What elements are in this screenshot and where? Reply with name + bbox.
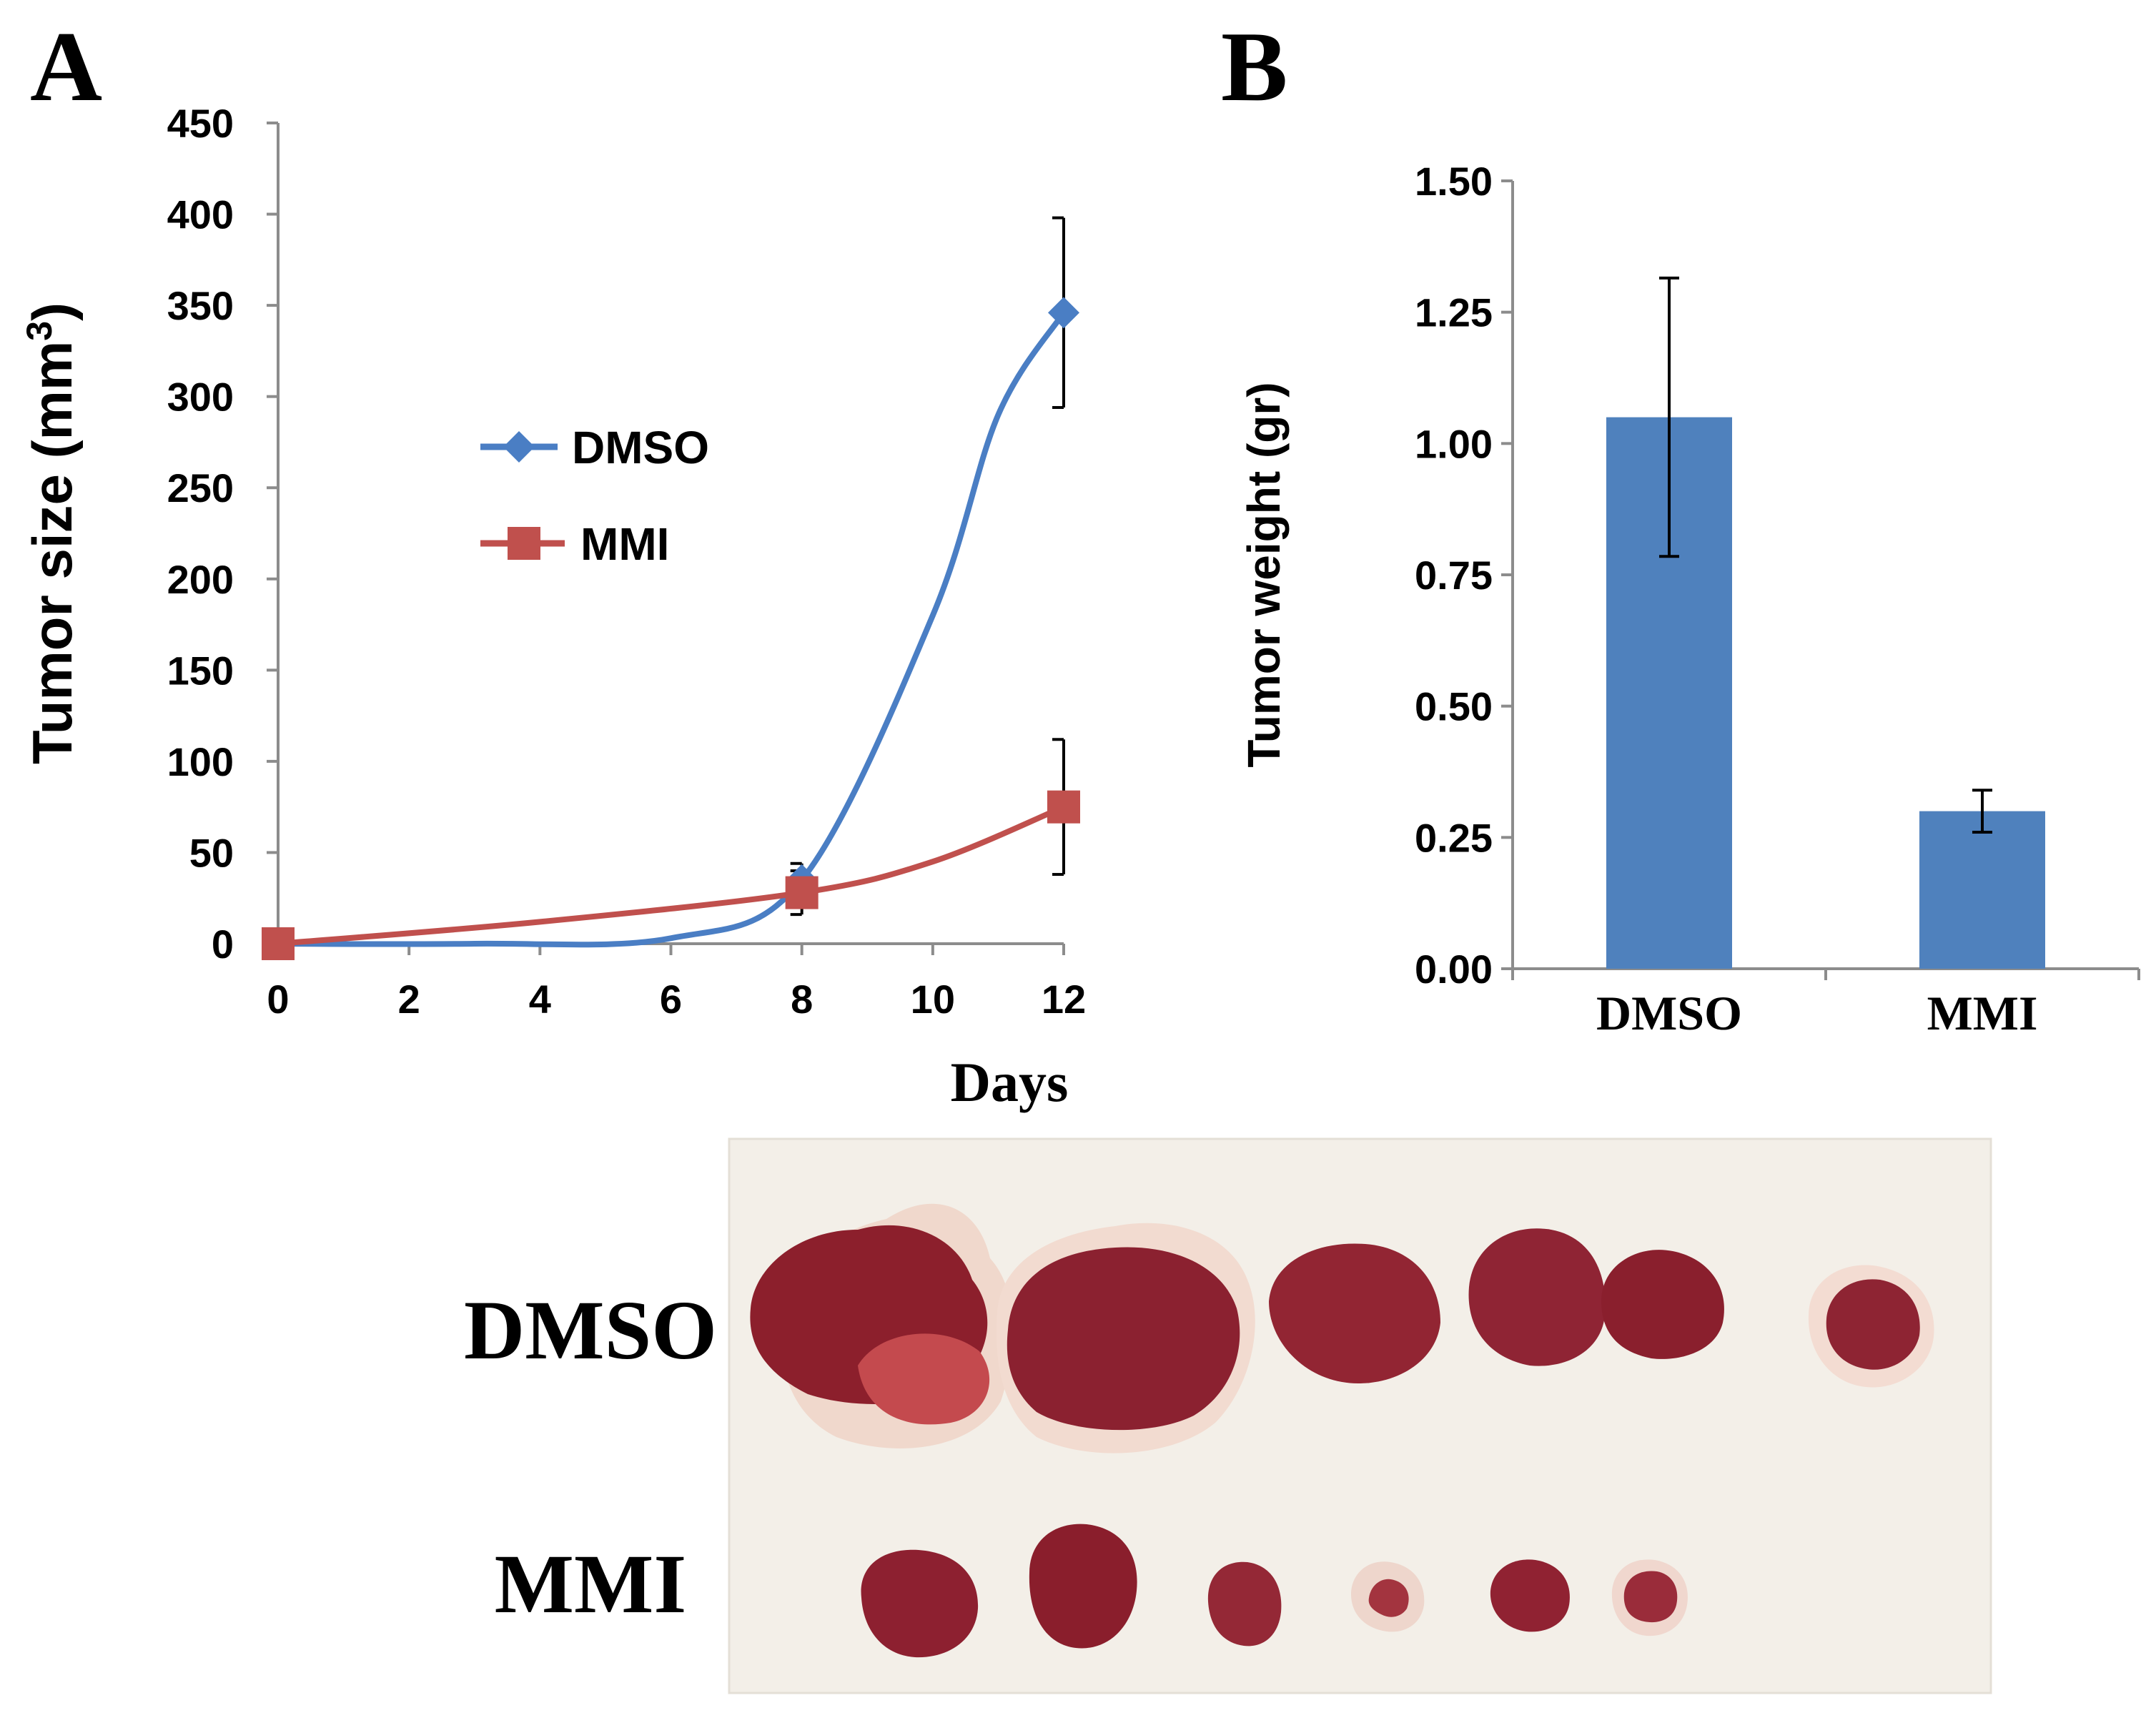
mmi-tumor-4 — [1368, 1579, 1409, 1617]
series-line-dmso — [277, 311, 1067, 948]
bar-mmi — [1919, 811, 2045, 969]
legend-mmi-label: MMI — [580, 518, 669, 570]
x-tick-label: 6 — [660, 977, 682, 1022]
y-tick-label: 0.00 — [1415, 947, 1493, 992]
dmso-tumor-5 — [1601, 1250, 1724, 1359]
x-tick-label: 10 — [911, 977, 955, 1022]
mmi-tumor-6 — [1623, 1571, 1678, 1623]
y-tick-label: 200 — [167, 557, 234, 602]
x-tick-label: DMSO — [1596, 986, 1742, 1040]
dmso-tumor-4 — [1468, 1228, 1606, 1366]
mmi-tumor-row — [861, 1524, 1688, 1658]
point-mmi — [785, 876, 819, 909]
photo-mmi-label: MMI — [495, 1537, 687, 1631]
y-tick-label: 0.75 — [1415, 553, 1493, 598]
mmi-tumor-1 — [861, 1549, 979, 1658]
y-tick-label: 300 — [167, 375, 234, 420]
panel-a-x-axis-label: Days — [951, 1051, 1069, 1113]
panel-a-letter: A — [30, 11, 102, 122]
legend-mmi-square-marker — [508, 527, 540, 560]
dmso-tumor-6 — [1826, 1279, 1920, 1370]
tumor-photo: DMSO MMI — [464, 1137, 1992, 1694]
y-tick-label: 1.00 — [1415, 421, 1493, 466]
legend-dmso-label: DMSO — [572, 422, 709, 473]
x-tick-label: 8 — [791, 977, 813, 1022]
dmso-tumor-2 — [1007, 1247, 1240, 1431]
y-tick-label: 450 — [167, 101, 234, 146]
y-tick-label: 400 — [167, 192, 234, 237]
panel-b-y-axis-label: Tumor weight (gr) — [1238, 382, 1290, 767]
panel-a-series — [262, 216, 1080, 960]
y-tick-label: 100 — [167, 739, 234, 784]
series-line-mmi — [277, 804, 1065, 947]
x-tick-label: 4 — [529, 977, 551, 1022]
point-mmi — [1047, 790, 1080, 824]
panel-b-letter: B — [1221, 11, 1287, 122]
y-tick-label: 50 — [189, 830, 234, 875]
panel-a-y-ticks: 0 50 100 150 200 250 300 350 400 450 — [167, 101, 278, 967]
y-tick-label: 150 — [167, 648, 234, 693]
y-tick-label: 250 — [167, 465, 234, 510]
point-dmso — [1048, 297, 1079, 329]
panel-a-legend: DMSO MMI — [480, 422, 709, 570]
y-tick-label: 0.25 — [1415, 815, 1493, 860]
mmi-tumor-2 — [1029, 1524, 1137, 1649]
dmso-tumor-row — [750, 1203, 1934, 1453]
mmi-tumor-5 — [1490, 1559, 1570, 1632]
panel-b-bars: DMSO MMI — [1511, 276, 2140, 1040]
photo-dmso-label: DMSO — [464, 1283, 717, 1377]
point-mmi — [262, 927, 295, 960]
panel-a-x-ticks: 0 2 4 6 8 10 12 — [267, 944, 1086, 1022]
panel-b: B 0.00 0.25 0.50 0.75 1.00 1.25 1.50 DMSO MMI T… — [1221, 11, 2140, 1040]
photo-border — [728, 1137, 1992, 1694]
y-tick-label: 1.25 — [1415, 290, 1493, 335]
y-tick-label: 1.50 — [1415, 159, 1493, 204]
dmso-tumor-3 — [1269, 1243, 1440, 1383]
y-tick-label: 350 — [167, 283, 234, 328]
panel-a-y-axis-label: Tumor size (mm3) — [19, 302, 84, 764]
mmi-tumor-3 — [1207, 1561, 1282, 1647]
x-tick-label: 2 — [398, 977, 420, 1022]
y-tick-label: 0 — [212, 922, 234, 967]
legend-dmso-diamond-marker — [503, 431, 535, 463]
y-tick-label: 0.50 — [1415, 684, 1493, 729]
dmso-tumor-1-lobe — [858, 1333, 990, 1425]
x-tick-label: 12 — [1042, 977, 1086, 1022]
x-tick-label: 0 — [267, 977, 289, 1022]
panel-b-y-ticks: 0.00 0.25 0.50 0.75 1.00 1.25 1.50 — [1415, 159, 1513, 992]
x-tick-label: MMI — [1927, 986, 2038, 1040]
